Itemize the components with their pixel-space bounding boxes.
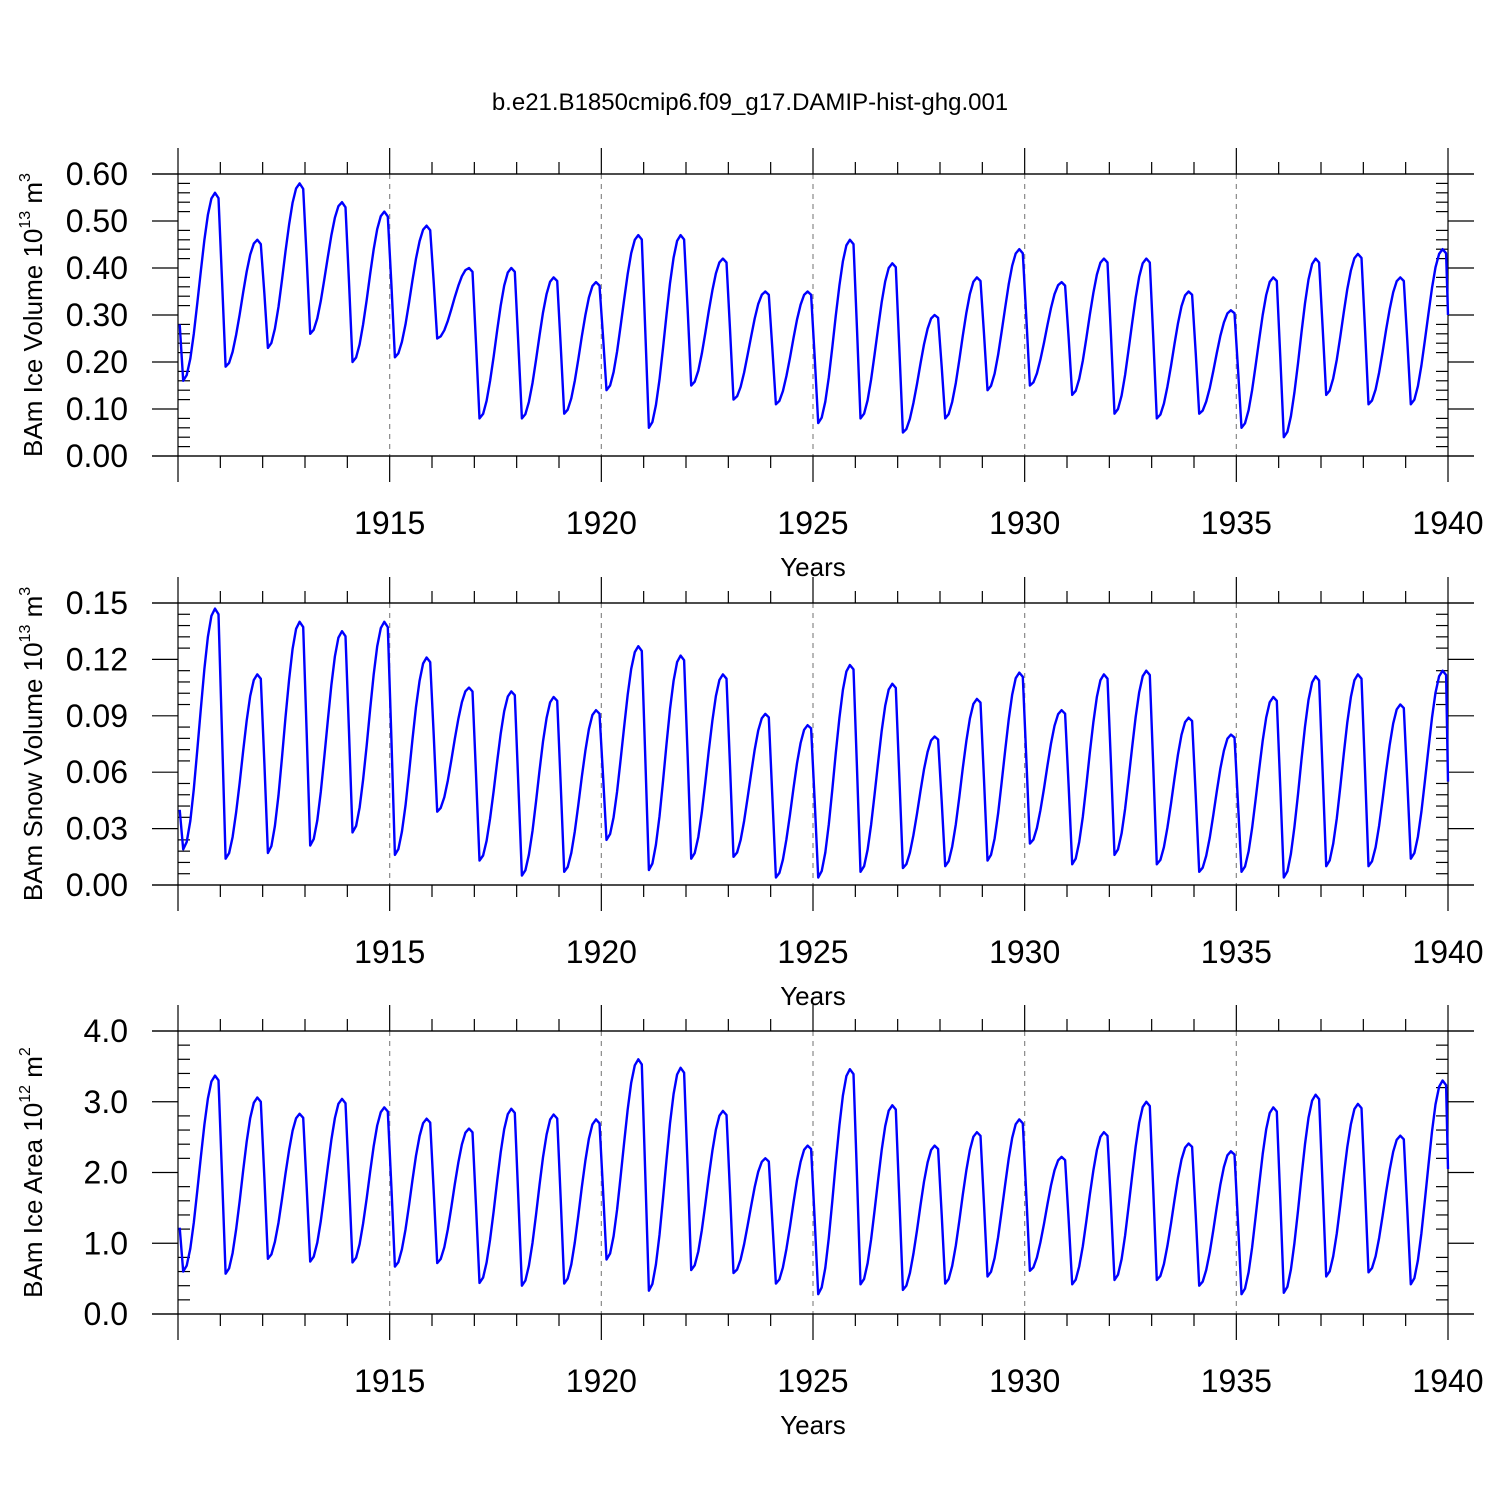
x-tick-label: 1920 — [566, 1363, 637, 1399]
y-axis-label-unit-exponent: 2 — [17, 1047, 34, 1056]
y-tick-label: 0.15 — [66, 585, 128, 621]
y-axis-label-exponent: 13 — [17, 211, 34, 229]
panel-1: 0.00 0.10 0.20 0.30 0.40 0.50 0.60 1915 1920 1925… — [17, 148, 1484, 582]
y-axis-label-unit: m — [18, 1056, 48, 1085]
y-tick-label: 0.0 — [84, 1296, 128, 1332]
y-tick-label: 0.09 — [66, 698, 128, 734]
y-tick-label: 0.20 — [66, 344, 128, 380]
y-axis-label: BAm Ice Volume 1013 m3 — [17, 173, 48, 457]
y-tick-label: 0.30 — [66, 297, 128, 333]
x-tick-label: 1930 — [989, 934, 1060, 970]
x-tick-label: 1935 — [1201, 505, 1272, 541]
y-tick-label: 0.10 — [66, 391, 128, 427]
panels: 0.00 0.10 0.20 0.30 0.40 0.50 0.60 1915 1920 1925… — [17, 148, 1484, 1440]
y-axis-label: BAm Ice Area 1012 m2 — [17, 1047, 48, 1298]
y-tick-label: 0.50 — [66, 203, 128, 239]
x-tick-label: 1935 — [1201, 1363, 1272, 1399]
x-tick-label: 1930 — [989, 1363, 1060, 1399]
x-tick-label: 1940 — [1412, 505, 1483, 541]
y-axis-label-text: BAm Ice Area 10 — [18, 1103, 48, 1298]
series-line — [178, 1058, 1450, 1296]
y-tick-label: 2.0 — [84, 1155, 128, 1191]
y-tick-label: 0.00 — [66, 438, 128, 474]
x-tick-label: 1925 — [777, 934, 848, 970]
series-line — [178, 607, 1450, 879]
y-tick-label: 0.60 — [66, 156, 128, 192]
y-tick-label: 0.06 — [66, 754, 128, 790]
y-tick-label: 0.00 — [66, 867, 128, 903]
x-tick-label: 1940 — [1412, 934, 1483, 970]
y-axis-label-unit-exponent: 3 — [17, 173, 34, 182]
y-tick-label: 0.40 — [66, 250, 128, 286]
y-axis-label-exponent: 13 — [17, 625, 34, 643]
panel-3: 0.0 1.0 2.0 3.0 4.0 1915 1920 1925 1930 1935 1940 Y… — [17, 1005, 1484, 1440]
x-tick-label: 1915 — [354, 1363, 425, 1399]
y-tick-label: 4.0 — [84, 1013, 128, 1049]
y-tick-label: 0.12 — [66, 641, 128, 677]
y-axis-label-exponent: 12 — [17, 1085, 34, 1103]
x-tick-label: 1920 — [566, 505, 637, 541]
y-tick-label: 0.03 — [66, 811, 128, 847]
y-axis-label: BAm Snow Volume 1013 m3 — [17, 587, 48, 901]
x-tick-label: 1915 — [354, 934, 425, 970]
x-tick-label: 1915 — [354, 505, 425, 541]
x-axis-label: Years — [780, 1410, 846, 1440]
y-tick-label: 3.0 — [84, 1084, 128, 1120]
x-tick-label: 1930 — [989, 505, 1060, 541]
x-tick-label: 1920 — [566, 934, 637, 970]
x-tick-label: 1925 — [777, 1363, 848, 1399]
y-axis-label-text: BAm Snow Volume 10 — [18, 642, 48, 901]
panel-2: 0.00 0.03 0.06 0.09 0.12 0.15 1915 1920 1925 1930… — [17, 577, 1484, 1011]
y-axis-label-unit: m — [18, 596, 48, 625]
series-line — [178, 182, 1450, 439]
x-tick-label: 1925 — [777, 505, 848, 541]
y-axis-label-unit: m — [18, 182, 48, 211]
x-tick-label: 1940 — [1412, 1363, 1483, 1399]
y-axis-label-unit-exponent: 3 — [17, 587, 34, 596]
figure-title: b.e21.B1850cmip6.f09_g17.DAMIP-hist-ghg.… — [492, 89, 1008, 116]
y-tick-label: 1.0 — [84, 1225, 128, 1261]
y-axis-label-text: BAm Ice Volume 10 — [18, 229, 48, 457]
x-tick-label: 1935 — [1201, 934, 1272, 970]
